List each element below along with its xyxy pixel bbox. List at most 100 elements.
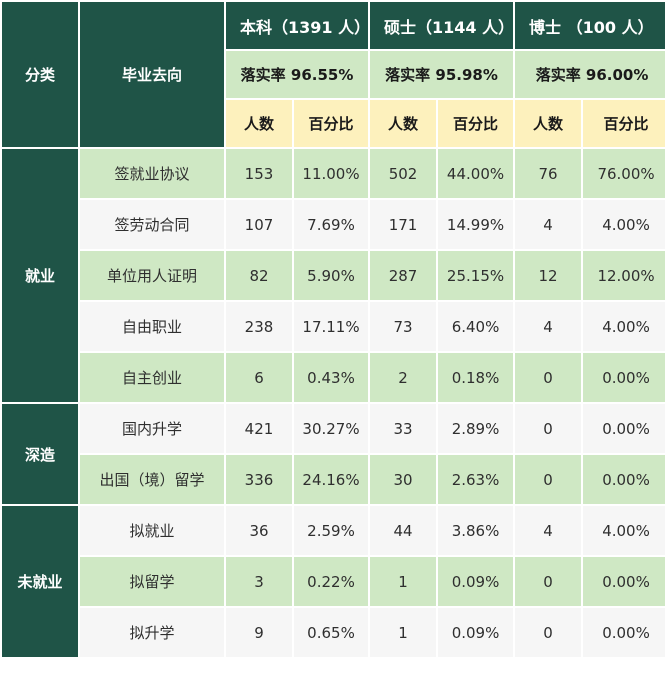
master-percent: 3.86% (438, 506, 514, 555)
doctor-count: 12 (515, 251, 582, 300)
doctor-percent-header: 百分比 (583, 100, 665, 147)
doctor-count: 0 (515, 557, 582, 606)
doctor-count: 4 (515, 506, 582, 555)
master-count: 44 (370, 506, 437, 555)
category-employment: 就业 (2, 149, 78, 402)
category-further-study: 深造 (2, 404, 78, 504)
category-header: 分类 (2, 2, 78, 147)
row-label: 拟就业 (80, 506, 224, 555)
master-count: 171 (370, 200, 437, 249)
graduate-destination-table: 分类 毕业去向 本科（1391 人） 硕士（1144 人） 博士 （100 人）… (2, 2, 665, 657)
row-label: 国内升学 (80, 404, 224, 453)
undergrad-percent: 24.16% (294, 455, 369, 504)
doctor-percent: 0.00% (583, 557, 665, 606)
table-row: 单位用人证明 82 5.90% 287 25.15% 12 12.00% (2, 251, 665, 300)
doctor-percent: 0.00% (583, 404, 665, 453)
doctor-count: 0 (515, 455, 582, 504)
undergrad-percent: 2.59% (294, 506, 369, 555)
doctor-percent: 4.00% (583, 506, 665, 555)
row-label: 拟留学 (80, 557, 224, 606)
row-label: 自主创业 (80, 353, 224, 402)
header-row-2: 落实率 96.55% 落实率 95.98% 落实率 96.00% (2, 51, 665, 98)
undergrad-count: 238 (226, 302, 292, 351)
doctor-percent: 0.00% (583, 455, 665, 504)
master-header: 硕士（1144 人） (370, 2, 514, 49)
row-label: 自由职业 (80, 302, 224, 351)
undergrad-percent-header: 百分比 (294, 100, 369, 147)
master-count: 2 (370, 353, 437, 402)
undergrad-percent: 7.69% (294, 200, 369, 249)
header-row-1: 分类 毕业去向 本科（1391 人） 硕士（1144 人） 博士 （100 人） (2, 2, 665, 147)
undergrad-count: 36 (226, 506, 292, 555)
master-percent: 0.09% (438, 557, 514, 606)
master-percent: 44.00% (438, 149, 514, 198)
master-percent: 25.15% (438, 251, 514, 300)
master-rate: 落实率 95.98% (370, 51, 514, 98)
undergrad-count: 107 (226, 200, 292, 249)
doctor-percent: 4.00% (583, 302, 665, 351)
doctor-count: 76 (515, 149, 582, 198)
table-row: 自主创业 6 0.43% 2 0.18% 0 0.00% (2, 353, 665, 402)
row-label: 出国（境）留学 (80, 455, 224, 504)
undergrad-percent: 30.27% (294, 404, 369, 453)
undergrad-count: 421 (226, 404, 292, 453)
undergrad-rate: 落实率 96.55% (226, 51, 369, 98)
undergrad-header: 本科（1391 人） (226, 2, 370, 49)
table-row: 拟升学 9 0.65% 1 0.09% 0 0.00% (2, 608, 665, 657)
undergrad-count-header: 人数 (226, 100, 292, 147)
table-row: 签劳动合同 107 7.69% 171 14.99% 4 4.00% (2, 200, 665, 249)
undergrad-count: 6 (226, 353, 292, 402)
undergrad-percent: 5.90% (294, 251, 369, 300)
undergrad-percent: 11.00% (294, 149, 369, 198)
master-count: 502 (370, 149, 437, 198)
table-row: 未就业 拟就业 36 2.59% 44 3.86% 4 4.00% (2, 506, 665, 657)
master-percent: 0.18% (438, 353, 514, 402)
table-row: 拟留学 3 0.22% 1 0.09% 0 0.00% (2, 557, 665, 606)
doctor-percent: 0.00% (583, 608, 665, 657)
undergrad-percent: 17.11% (294, 302, 369, 351)
master-percent: 2.89% (438, 404, 514, 453)
undergrad-count: 336 (226, 455, 292, 504)
master-count: 1 (370, 557, 437, 606)
master-percent: 0.09% (438, 608, 514, 657)
undergrad-count: 82 (226, 251, 292, 300)
row-label: 单位用人证明 (80, 251, 224, 300)
doctor-count: 4 (515, 200, 582, 249)
table-row: 自由职业 238 17.11% 73 6.40% 4 4.00% (2, 302, 665, 351)
table-row: 出国（境）留学 336 24.16% 30 2.63% 0 0.00% (2, 455, 665, 504)
undergrad-count: 9 (226, 608, 292, 657)
master-percent: 6.40% (438, 302, 514, 351)
doctor-count: 0 (515, 404, 582, 453)
undergrad-count: 3 (226, 557, 292, 606)
master-percent: 2.63% (438, 455, 514, 504)
table-row: 深造 国内升学 421 30.27% 33 2.89% 0 0.00% (2, 404, 665, 504)
doctor-percent: 4.00% (583, 200, 665, 249)
doctor-percent: 0.00% (583, 353, 665, 402)
header-row-3: 人数 百分比 人数 百分比 人数 百分比 (2, 100, 665, 147)
row-label: 签劳动合同 (80, 200, 224, 249)
undergrad-percent: 0.43% (294, 353, 369, 402)
row-label: 签就业协议 (80, 149, 224, 198)
doctor-count-header: 人数 (515, 100, 582, 147)
master-percent-header: 百分比 (438, 100, 514, 147)
undergrad-percent: 0.65% (294, 608, 369, 657)
doctor-percent: 12.00% (583, 251, 665, 300)
doctor-count: 0 (515, 353, 582, 402)
master-count: 33 (370, 404, 437, 453)
doctor-count: 0 (515, 608, 582, 657)
category-unemployed: 未就业 (2, 506, 78, 657)
row-label: 拟升学 (80, 608, 224, 657)
doctor-header: 博士 （100 人） (515, 2, 665, 49)
doctor-count: 4 (515, 302, 582, 351)
doctor-rate: 落实率 96.00% (515, 51, 665, 98)
master-count: 30 (370, 455, 437, 504)
destination-header: 毕业去向 (80, 2, 224, 147)
table-row: 就业 签就业协议 153 11.00% 502 44.00% 76 76.00% (2, 149, 665, 402)
master-count: 1 (370, 608, 437, 657)
undergrad-count: 153 (226, 149, 292, 198)
doctor-percent: 76.00% (583, 149, 665, 198)
master-count: 73 (370, 302, 437, 351)
master-count-header: 人数 (370, 100, 437, 147)
master-percent: 14.99% (438, 200, 514, 249)
undergrad-percent: 0.22% (294, 557, 369, 606)
